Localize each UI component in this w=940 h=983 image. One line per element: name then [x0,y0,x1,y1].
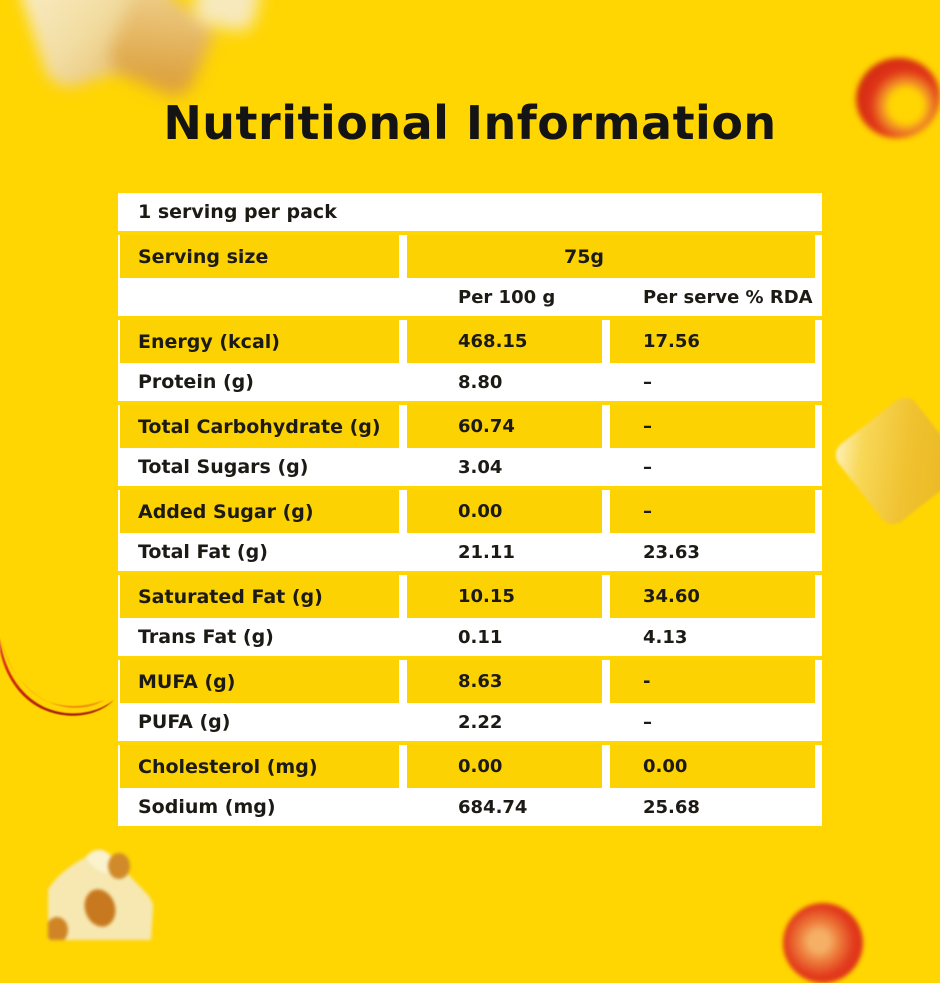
serving-size-value: 75g [407,235,815,278]
nutrient-label: MUFA (g) [120,660,399,703]
nutrient-label: Energy (kcal) [120,320,399,363]
chili-pepper-icon [0,638,114,716]
per-serve-rda-value: – [643,456,652,478]
nutrient-rows: Energy (kcal) 468.15 17.56 Protein (g) 8… [118,320,822,826]
per-serve-rda-value: 25.68 [643,796,700,818]
serving-per-pack-text: 1 serving per pack [138,201,337,223]
serving-per-pack-row: 1 serving per pack [118,193,822,231]
nutrient-label: Total Sugars (g) [138,456,309,478]
cheese-cube-blurred-icon [103,0,221,103]
table-row: Total Sugars (g) 3.04 – [118,448,822,486]
per-100g-value: 8.63 [407,660,602,703]
cheese-cube-blurred-icon [14,0,186,94]
per-100g-value: 2.22 [458,711,503,733]
nutrient-label: Trans Fat (g) [138,626,274,648]
nutrient-label: Total Carbohydrate (g) [120,405,399,448]
per-100g-value: 10.15 [407,575,602,618]
chili-slice-icon [783,903,863,983]
nutrient-label: Total Fat (g) [138,541,268,563]
table-row: Saturated Fat (g) 10.15 34.60 [118,575,822,618]
table-row: Sodium (mg) 684.74 25.68 [118,788,822,826]
per-serve-rda-value: – [610,405,815,448]
per-100g-value: 684.74 [458,796,528,818]
per-100g-value: 0.11 [458,626,503,648]
serving-size-label: Serving size [120,235,399,278]
per-100g-header: Per 100 g [458,286,556,308]
cheese-cube-icon [830,392,940,530]
nutrient-label: Sodium (mg) [138,796,276,818]
table-row: Total Carbohydrate (g) 60.74 – [118,405,822,448]
per-100g-value: 0.00 [407,745,602,788]
table-row: MUFA (g) 8.63 - [118,660,822,703]
nutrient-label: PUFA (g) [138,711,231,733]
per-serve-rda-value: 0.00 [610,745,815,788]
per-serve-rda-value: – [643,711,652,733]
per-serve-rda-value: 34.60 [610,575,815,618]
serving-size-row: Serving size 75g [118,235,822,278]
nutrient-label: Cholesterol (mg) [120,745,399,788]
per-serve-rda-value: 17.56 [610,320,815,363]
nutrition-table: 1 serving per pack Serving size 75g Per … [118,193,822,830]
per-serve-rda-value: 23.63 [643,541,700,563]
cheese-wedge-icon [48,849,154,940]
per-100g-value: 60.74 [407,405,602,448]
per-serve-rda-header: Per serve % RDA [643,286,813,308]
per-100g-value: 3.04 [458,456,503,478]
empty-header-cell [120,278,399,316]
table-row: Added Sugar (g) 0.00 – [118,490,822,533]
table-row: Trans Fat (g) 0.11 4.13 [118,618,822,656]
table-row: Total Fat (g) 21.11 23.63 [118,533,822,571]
table-row: Energy (kcal) 468.15 17.56 [118,320,822,363]
per-serve-rda-value: 4.13 [643,626,688,648]
table-row: Protein (g) 8.80 – [118,363,822,401]
per-100g-value: 8.80 [458,371,503,393]
per-serve-rda-value: – [610,490,815,533]
per-100g-value: 468.15 [407,320,602,363]
cheese-cube-blurred-icon [190,0,264,34]
per-serve-rda-value: - [610,660,815,703]
per-serve-rda-value: – [643,371,652,393]
nutrient-label: Protein (g) [138,371,254,393]
table-row: Cholesterol (mg) 0.00 0.00 [118,745,822,788]
table-row: PUFA (g) 2.22 – [118,703,822,741]
per-100g-value: 21.11 [458,541,515,563]
nutrient-label: Saturated Fat (g) [120,575,399,618]
page-title: Nutritional Information [163,96,777,150]
per-100g-value: 0.00 [407,490,602,533]
nutrient-label: Added Sugar (g) [120,490,399,533]
column-header-row: Per 100 g Per serve % RDA [118,278,822,316]
